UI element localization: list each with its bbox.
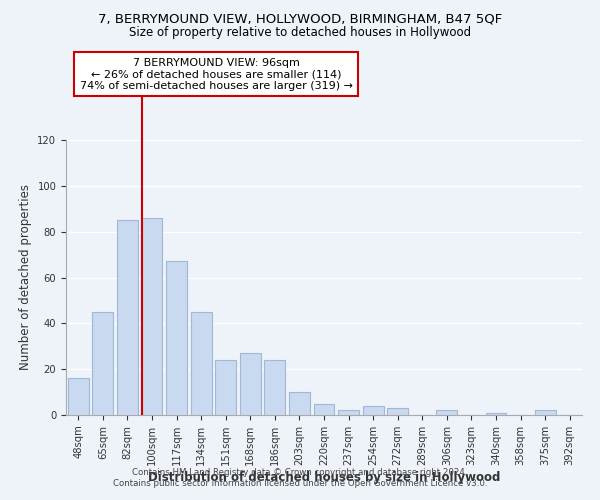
Bar <box>338 410 359 415</box>
Bar <box>485 412 506 415</box>
Bar <box>166 262 187 415</box>
Bar <box>436 410 457 415</box>
Bar <box>314 404 334 415</box>
Bar <box>387 408 408 415</box>
Bar <box>68 378 89 415</box>
Y-axis label: Number of detached properties: Number of detached properties <box>19 184 32 370</box>
Text: Contains HM Land Registry data © Crown copyright and database right 2024.
Contai: Contains HM Land Registry data © Crown c… <box>113 468 487 487</box>
Text: 7 BERRYMOUND VIEW: 96sqm
← 26% of detached houses are smaller (114)
74% of semi-: 7 BERRYMOUND VIEW: 96sqm ← 26% of detach… <box>79 58 353 90</box>
Text: Size of property relative to detached houses in Hollywood: Size of property relative to detached ho… <box>129 26 471 39</box>
X-axis label: Distribution of detached houses by size in Hollywood: Distribution of detached houses by size … <box>148 470 500 484</box>
Bar <box>265 360 286 415</box>
Bar <box>191 312 212 415</box>
Bar <box>215 360 236 415</box>
Bar <box>289 392 310 415</box>
Bar <box>117 220 138 415</box>
Bar <box>535 410 556 415</box>
Bar <box>142 218 163 415</box>
Bar <box>362 406 383 415</box>
Text: 7, BERRYMOUND VIEW, HOLLYWOOD, BIRMINGHAM, B47 5QF: 7, BERRYMOUND VIEW, HOLLYWOOD, BIRMINGHA… <box>98 12 502 26</box>
Bar <box>240 353 261 415</box>
Bar <box>92 312 113 415</box>
